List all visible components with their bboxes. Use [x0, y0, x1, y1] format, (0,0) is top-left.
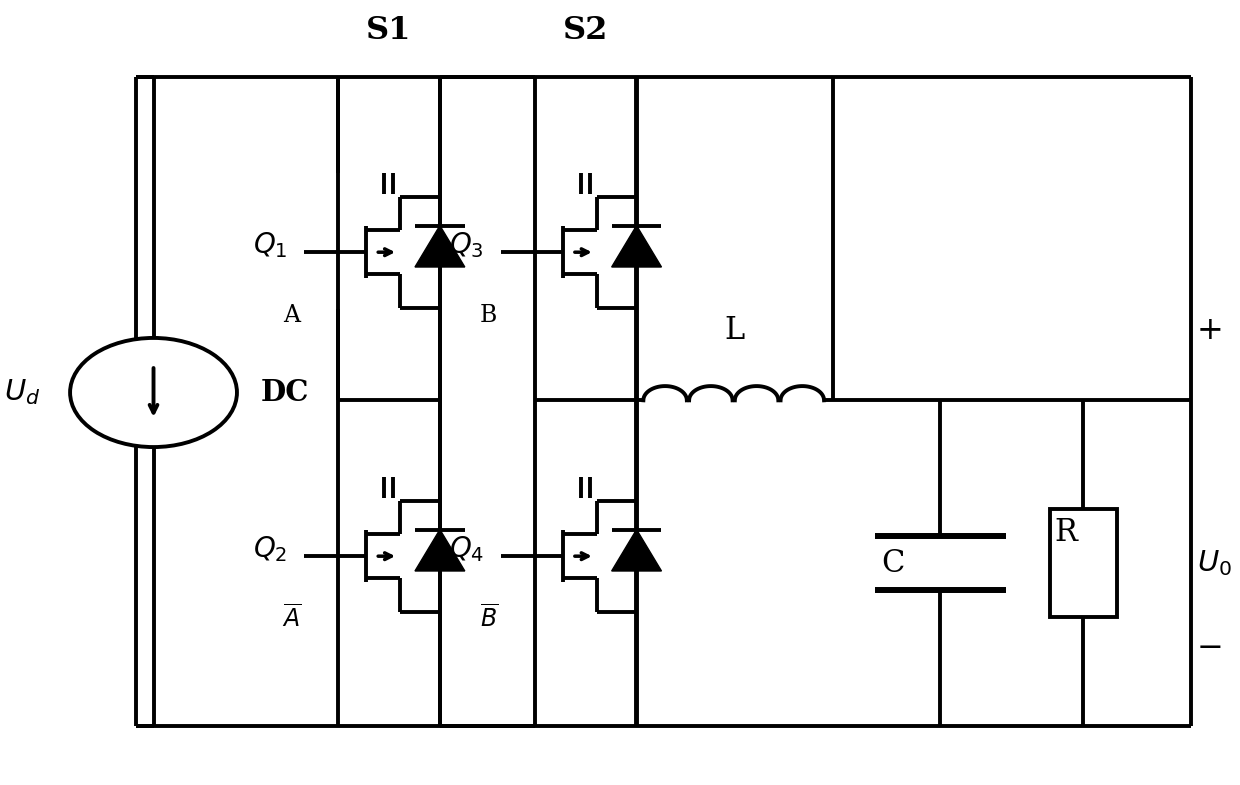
Polygon shape: [415, 225, 465, 267]
Text: S2: S2: [563, 15, 609, 46]
Polygon shape: [611, 225, 661, 267]
Text: $U_0$: $U_0$: [1197, 548, 1231, 578]
Text: $\overline{A}$: $\overline{A}$: [283, 605, 301, 633]
Polygon shape: [415, 530, 465, 571]
Text: R: R: [1054, 517, 1078, 547]
Text: $\overline{B}$: $\overline{B}$: [480, 605, 498, 633]
Polygon shape: [611, 530, 661, 571]
Text: $Q_2$: $Q_2$: [253, 534, 288, 564]
Text: $Q_1$: $Q_1$: [253, 230, 288, 260]
Text: $Q_4$: $Q_4$: [449, 534, 485, 564]
Text: −: −: [1197, 633, 1224, 663]
Bar: [1050, 509, 1117, 617]
Text: A: A: [284, 304, 300, 327]
Text: $U_d$: $U_d$: [4, 378, 40, 407]
Text: S1: S1: [366, 15, 412, 46]
Text: +: +: [1197, 315, 1223, 345]
Text: C: C: [882, 548, 904, 579]
Circle shape: [71, 338, 237, 447]
Text: L: L: [724, 315, 745, 345]
Text: $Q_3$: $Q_3$: [449, 230, 484, 260]
Text: DC: DC: [260, 378, 309, 407]
Text: B: B: [480, 304, 497, 327]
